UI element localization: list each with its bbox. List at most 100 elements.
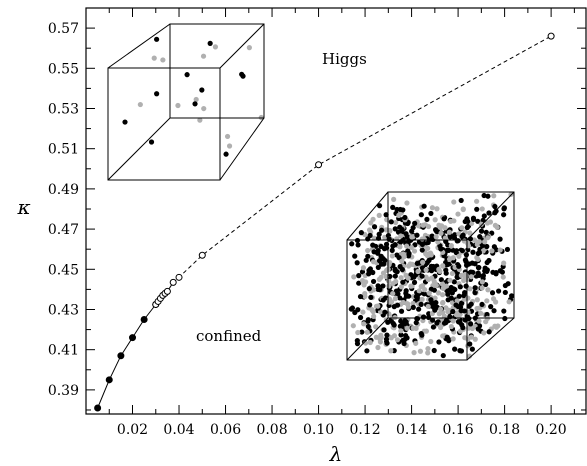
black-particle	[419, 247, 425, 253]
gray-particle	[439, 292, 446, 298]
black-particle	[458, 348, 465, 354]
gray-particle	[445, 309, 451, 315]
black-particle	[458, 300, 464, 306]
gray-particle	[384, 217, 390, 223]
gray-particle	[425, 276, 431, 283]
gray-particle	[438, 230, 444, 236]
gray-particle	[371, 313, 377, 319]
gray-particle	[175, 102, 181, 109]
black-particle	[400, 337, 406, 343]
gray-particle	[201, 105, 207, 112]
black-particle	[400, 207, 406, 213]
gray-particle	[400, 299, 406, 306]
black-particle	[352, 253, 358, 259]
black-particle	[403, 288, 409, 294]
gray-particle	[479, 279, 485, 285]
gray-particle	[506, 299, 512, 305]
filled-data-point	[117, 352, 125, 360]
black-particle	[365, 253, 371, 259]
black-particle	[378, 253, 384, 259]
y-tick-label: 0.53	[48, 101, 79, 117]
gray-particle	[365, 247, 371, 254]
gray-particle	[423, 267, 429, 273]
black-particle	[480, 272, 486, 279]
gray-particle	[398, 328, 404, 334]
black-particle	[392, 266, 398, 272]
gray-particle	[386, 261, 392, 267]
black-particle	[479, 301, 485, 308]
black-particle	[411, 279, 418, 286]
gray-particle	[151, 55, 157, 61]
gray-particle	[360, 309, 366, 315]
gray-particle	[475, 256, 481, 262]
gray-particle	[425, 303, 431, 310]
black-particle	[406, 250, 412, 257]
black-particle	[436, 339, 442, 345]
black-particle	[368, 294, 374, 300]
black-particle	[199, 87, 205, 93]
gray-particle	[411, 350, 417, 356]
black-particle	[470, 269, 476, 275]
gray-particle	[440, 333, 446, 339]
gray-particle	[403, 272, 409, 278]
black-particle	[501, 212, 507, 218]
black-particle	[428, 210, 434, 217]
higgs-cube-inset	[107, 23, 265, 181]
black-particle	[392, 242, 398, 248]
gray-particle	[455, 211, 461, 217]
x-tick-label: 0.06	[210, 422, 241, 438]
gray-particle	[497, 247, 503, 253]
black-particle	[434, 320, 440, 326]
gray-particle	[476, 239, 482, 245]
gray-particle	[467, 286, 473, 292]
black-particle	[148, 139, 155, 145]
black-particle	[463, 283, 469, 289]
gray-particle	[491, 193, 497, 199]
black-particle	[430, 317, 436, 323]
cube-edge	[346, 317, 389, 361]
cube-edge	[107, 117, 171, 181]
gray-particle	[432, 295, 438, 301]
black-particle	[460, 325, 466, 331]
black-particle	[476, 264, 482, 271]
black-particle	[491, 308, 497, 314]
gray-particle	[489, 248, 495, 254]
black-particle	[485, 193, 491, 199]
black-particle	[364, 348, 370, 354]
filled-data-point	[140, 316, 148, 324]
black-particle	[366, 271, 372, 277]
gray-particle	[391, 196, 397, 202]
black-particle	[410, 304, 416, 310]
y-tick-label: 0.49	[48, 182, 79, 198]
gray-particle	[442, 235, 448, 241]
black-particle	[411, 274, 417, 280]
gray-particle	[465, 336, 471, 342]
black-particle	[486, 329, 492, 335]
black-particle	[438, 277, 444, 283]
black-particle	[383, 212, 389, 218]
gray-particle	[404, 243, 410, 249]
plot-frame	[85, 7, 587, 415]
black-particle	[416, 306, 422, 312]
black-particle	[402, 214, 408, 221]
black-particle	[451, 235, 458, 241]
black-particle	[413, 293, 419, 300]
x-tick-label: 0.02	[117, 422, 148, 438]
black-particle	[430, 324, 437, 330]
gray-particle	[404, 200, 410, 206]
gray-particle	[355, 329, 361, 336]
black-particle	[419, 241, 426, 247]
gray-particle	[492, 323, 498, 329]
black-particle	[398, 332, 404, 338]
gray-particle	[377, 339, 384, 345]
gray-particle	[450, 318, 456, 324]
gray-particle	[390, 290, 396, 297]
gray-particle	[417, 348, 424, 354]
black-particle	[388, 219, 394, 225]
black-particle	[392, 226, 398, 232]
gray-particle	[435, 239, 441, 245]
black-particle	[418, 212, 424, 218]
y-tick-label: 0.51	[48, 142, 79, 158]
black-particle	[357, 314, 364, 321]
gray-particle	[398, 233, 404, 239]
